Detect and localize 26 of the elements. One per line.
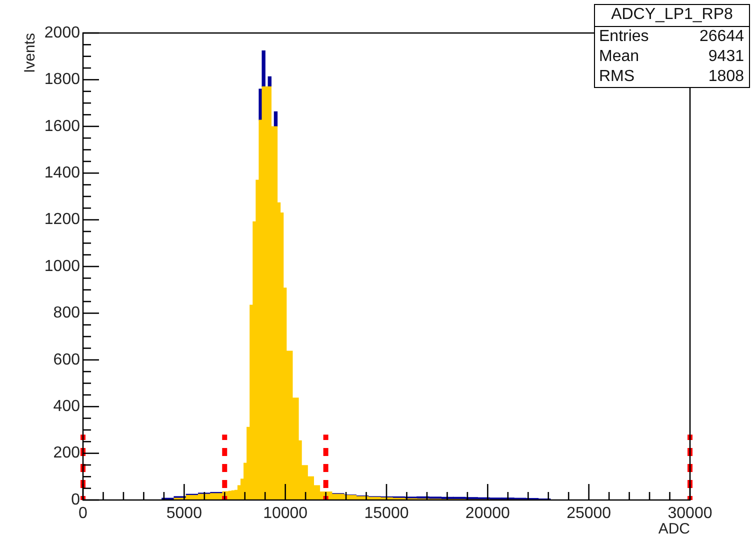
y-tick-label: 800 [53, 304, 80, 322]
x-tick-label: 20000 [465, 505, 510, 522]
y-tick-label: 1400 [44, 164, 80, 182]
annotation: RMS [599, 68, 635, 86]
y-tick-label: 1200 [44, 211, 80, 228]
y-axis-title: Ivents [22, 33, 39, 74]
x-tick-label: 15000 [364, 505, 409, 522]
x-tick-label: 30000 [668, 505, 712, 522]
y-tick-label: 0 [71, 491, 80, 508]
text: 9431 [708, 48, 744, 66]
x-axis-title: ADC [658, 520, 690, 538]
annotation: Entries [599, 28, 649, 46]
y-tick-label: 200 [53, 444, 80, 462]
text: ADCY_LP1_RP8 [595, 5, 749, 27]
x-tick-label: 5000 [166, 505, 202, 522]
y-tick-label: 1600 [44, 118, 80, 135]
text: 1808 [708, 68, 744, 86]
y-tick-label: 1000 [44, 258, 80, 275]
x-tick-label: 25000 [566, 505, 612, 522]
y-tick-label: 2000 [44, 24, 80, 42]
y-tick-label: 1800 [44, 71, 80, 88]
y-tick-label: 600 [53, 351, 80, 368]
annotation: Mean [599, 48, 640, 66]
x-tick-label: 10000 [263, 505, 308, 522]
text: 26644 [700, 28, 744, 46]
y-tick-label: 400 [53, 398, 80, 416]
